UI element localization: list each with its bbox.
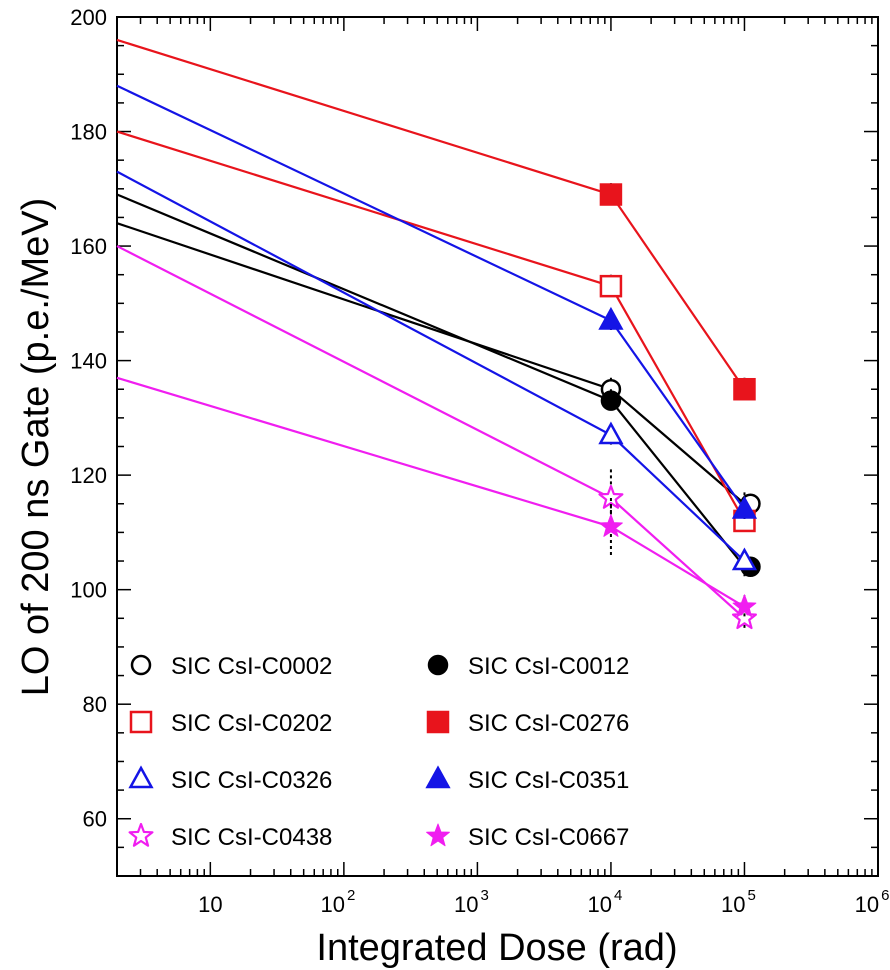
- data-point: [600, 390, 622, 411]
- series-line: [116, 376, 746, 608]
- y-tick-label: 120: [70, 463, 107, 488]
- y-tick-label: 80: [83, 692, 107, 717]
- x-tick-label: 10: [198, 892, 222, 917]
- series-line: [116, 245, 746, 620]
- data-point: [732, 594, 757, 618]
- legend-label: SIC CsI-C0326: [171, 767, 332, 794]
- legend-label: SIC CsI-C0202: [171, 710, 332, 737]
- data-point: [731, 605, 757, 630]
- legend-marker: [425, 765, 451, 789]
- legend-item: SIC CsI-C0012: [427, 653, 629, 680]
- y-tick-label: 140: [70, 349, 107, 374]
- data-point: [598, 484, 624, 509]
- y-tick-label: 160: [70, 234, 107, 259]
- data-point: [598, 421, 624, 445]
- data-point: [599, 514, 623, 537]
- data-point: [599, 274, 623, 298]
- legend-marker: [426, 823, 450, 847]
- legend-marker: [130, 654, 152, 676]
- series-line: [116, 38, 746, 390]
- series-line: [116, 84, 746, 511]
- series-5: [116, 84, 758, 521]
- legend-marker: [426, 710, 450, 734]
- y-tick-label: 100: [70, 578, 107, 603]
- x-tick-label: 10 4: [588, 887, 623, 917]
- series-3: [116, 38, 756, 401]
- x-axis-title: Integrated Dose (rad): [316, 927, 677, 969]
- series-7: [116, 376, 757, 619]
- y-tick-label: 60: [83, 807, 107, 832]
- y-axis-title: LO of 200 ns Gate (p.e./MeV): [15, 198, 57, 696]
- series-6: [116, 245, 757, 630]
- series-2: [116, 130, 756, 533]
- data-point: [731, 547, 758, 571]
- legend-marker: [427, 654, 449, 676]
- legend-marker: [128, 765, 154, 789]
- legend-item: SIC CsI-C0667: [426, 823, 629, 851]
- legend-label: SIC CsI-C0667: [468, 824, 629, 851]
- legend-item: SIC CsI-C0326: [128, 765, 332, 794]
- plot-area: [116, 16, 879, 877]
- legend-item: SIC CsI-C0276: [426, 710, 629, 737]
- data-point: [599, 183, 623, 206]
- data-point: [731, 495, 758, 519]
- data-point: [733, 377, 756, 401]
- y-tick-label: 180: [70, 120, 107, 145]
- legend-marker: [128, 822, 154, 847]
- x-tick-label: 10 2: [320, 887, 355, 917]
- x-tick-label: 10 6: [855, 887, 890, 917]
- x-axis: 10 10 2 10 3 10 4 10 5 10 6: [116, 17, 890, 917]
- series-1: [116, 193, 761, 579]
- legend-label: SIC CsI-C0438: [171, 824, 332, 851]
- legend-label: SIC CsI-C0012: [468, 653, 629, 680]
- legend: SIC CsI-C0002 SIC CsI-C0012 SIC CsI-C0202 S…: [128, 653, 629, 851]
- y-tick-label: 200: [70, 5, 107, 30]
- series-layer: [116, 38, 761, 630]
- legend-label: SIC CsI-C0276: [468, 710, 629, 737]
- legend-item: SIC CsI-C0351: [425, 765, 629, 794]
- legend-label: SIC CsI-C0002: [171, 653, 332, 680]
- legend-item: SIC CsI-C0002: [130, 653, 332, 680]
- y-axis: 60 80 100 120 140 160 180 200: [70, 5, 878, 877]
- x-tick-label: 10 5: [721, 887, 756, 917]
- legend-marker: [129, 710, 153, 734]
- data-point: [598, 306, 624, 330]
- legend-item: SIC CsI-C0202: [129, 710, 332, 737]
- series-0: [116, 222, 761, 516]
- legend-item: SIC CsI-C0438: [128, 822, 332, 851]
- plot-frame: [116, 16, 879, 877]
- series-4: [116, 170, 758, 573]
- series-line: [116, 222, 746, 505]
- x-tick-label: 10 3: [454, 887, 489, 917]
- legend-label: SIC CsI-C0351: [468, 767, 629, 794]
